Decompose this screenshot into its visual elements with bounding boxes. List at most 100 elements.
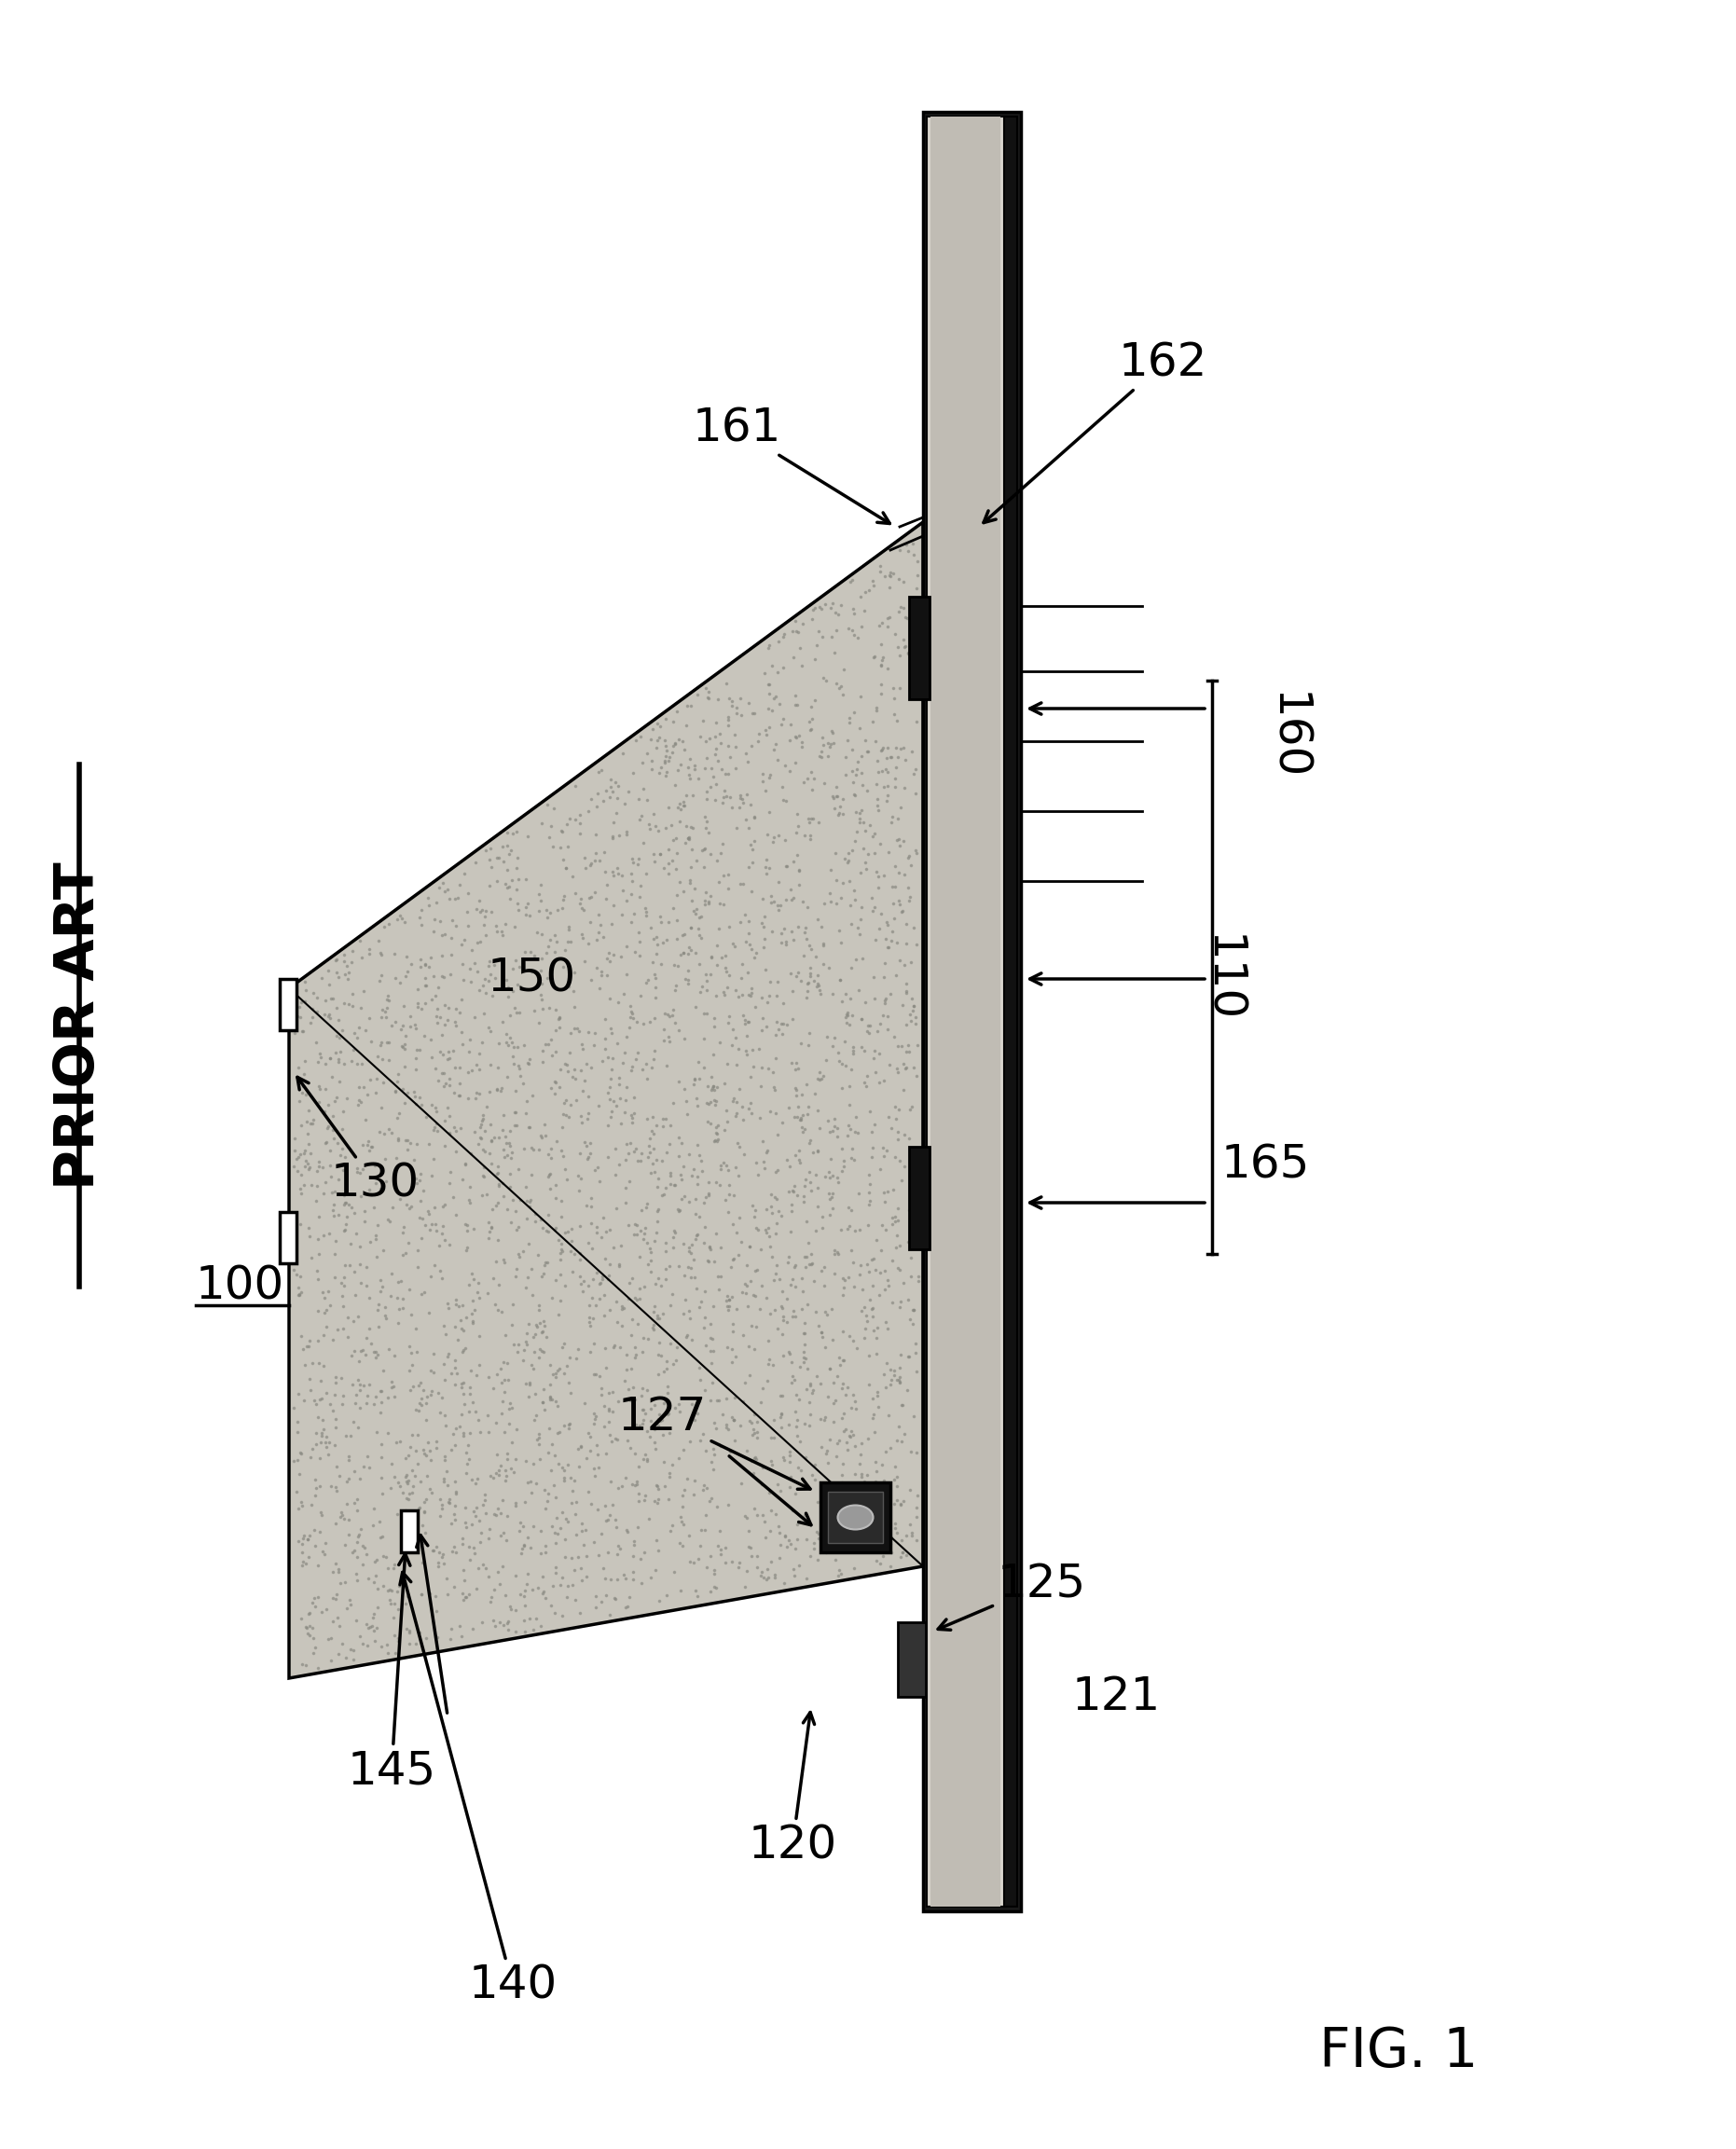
Point	[849, 1498, 877, 1532]
Point	[736, 1229, 764, 1264]
Point	[325, 1313, 352, 1347]
Point	[788, 1292, 816, 1326]
Point	[505, 1240, 533, 1274]
Point	[585, 1451, 613, 1485]
Point	[299, 1610, 326, 1644]
Point	[561, 991, 589, 1025]
Point	[455, 1268, 483, 1302]
Point	[788, 1261, 816, 1296]
Point	[793, 1096, 821, 1130]
Point	[601, 860, 628, 894]
Point	[611, 1186, 639, 1221]
Point	[778, 1367, 806, 1401]
Point	[377, 1472, 404, 1506]
Point	[819, 1386, 847, 1420]
Point	[592, 1502, 620, 1537]
Bar	[279, 1212, 297, 1264]
Point	[295, 1218, 323, 1253]
Point	[611, 1143, 639, 1178]
Point	[644, 1483, 672, 1517]
Point	[670, 935, 698, 969]
Point	[490, 1133, 517, 1167]
Point	[354, 1440, 382, 1474]
Point	[490, 1004, 517, 1038]
Point	[476, 868, 503, 903]
Point	[740, 1279, 767, 1313]
Point	[734, 956, 762, 991]
Point	[790, 1315, 818, 1350]
Point	[396, 1429, 424, 1463]
Point	[731, 924, 759, 958]
Point	[661, 1006, 689, 1040]
Point	[668, 1528, 696, 1562]
Point	[352, 1251, 380, 1285]
Point	[904, 1264, 932, 1298]
Point	[752, 655, 779, 690]
Point	[837, 980, 865, 1014]
Point	[696, 1539, 724, 1573]
Point	[682, 896, 710, 931]
Point	[366, 1373, 394, 1408]
Point	[491, 1362, 519, 1397]
Point	[795, 1154, 823, 1188]
Point	[467, 1416, 495, 1451]
Point	[564, 1158, 592, 1193]
Point	[469, 1098, 496, 1133]
Point	[701, 767, 729, 802]
Point	[767, 1378, 795, 1412]
Point	[838, 754, 866, 789]
Point	[361, 1558, 389, 1592]
Point	[806, 1055, 833, 1090]
Point	[601, 1502, 628, 1537]
Point	[295, 1210, 323, 1244]
Point	[748, 881, 776, 915]
Point	[455, 1442, 483, 1476]
Point	[778, 883, 806, 918]
Point	[597, 1053, 625, 1087]
Point	[818, 1180, 845, 1214]
Point	[578, 1051, 606, 1085]
Point	[429, 1016, 457, 1051]
Point	[840, 1270, 868, 1304]
Point	[427, 1483, 455, 1517]
Point	[757, 1494, 785, 1528]
Point	[649, 1100, 677, 1135]
Point	[870, 1539, 898, 1573]
Point	[885, 1365, 913, 1399]
Point	[859, 640, 887, 675]
Point	[450, 1416, 477, 1451]
Point	[556, 802, 583, 836]
Point	[528, 806, 556, 840]
Point	[854, 1059, 882, 1094]
Point	[842, 752, 870, 787]
Point	[523, 1197, 550, 1231]
Point	[642, 920, 670, 954]
Point	[734, 1530, 762, 1564]
Point	[399, 1453, 427, 1487]
Point	[528, 1335, 556, 1369]
Point	[835, 1109, 863, 1143]
Point	[292, 1135, 319, 1169]
Point	[399, 1418, 427, 1453]
Point	[700, 1405, 727, 1440]
Point	[536, 1380, 564, 1414]
Point	[356, 1367, 384, 1401]
Point	[422, 1249, 450, 1283]
Point	[719, 1281, 746, 1315]
Point	[550, 1461, 578, 1496]
Point	[345, 1010, 373, 1044]
Point	[866, 548, 894, 582]
Point	[708, 827, 736, 862]
Point	[733, 1038, 760, 1072]
Point	[844, 1115, 871, 1150]
Point	[311, 997, 339, 1032]
Point	[566, 1160, 594, 1195]
Point	[595, 943, 623, 978]
Point	[404, 971, 432, 1006]
Point	[590, 1410, 618, 1444]
Point	[396, 1614, 424, 1648]
Point	[713, 1047, 741, 1081]
Point	[642, 731, 670, 765]
Point	[854, 1158, 882, 1193]
Point	[616, 995, 644, 1029]
